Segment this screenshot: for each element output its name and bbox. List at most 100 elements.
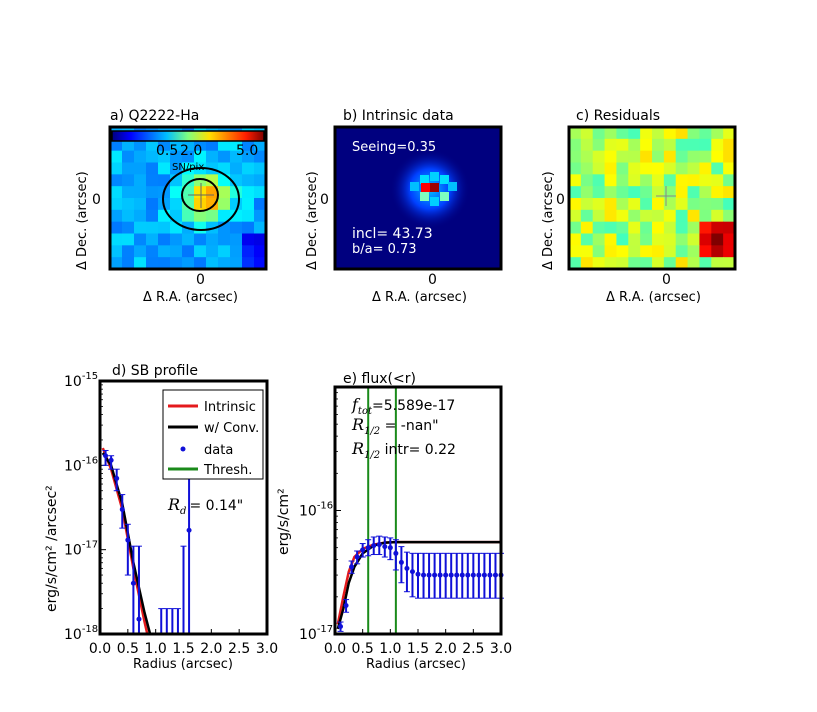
psf-pixel xyxy=(440,175,449,184)
pixel xyxy=(134,162,147,175)
data-point xyxy=(387,545,393,551)
pixel xyxy=(675,198,689,211)
pixel xyxy=(110,245,123,258)
pixel xyxy=(569,162,582,175)
data-point xyxy=(432,572,438,578)
pixel xyxy=(723,245,736,258)
panel-c-title: c) Residuals xyxy=(576,108,660,124)
pixel xyxy=(711,150,724,163)
pixel xyxy=(254,150,267,163)
pixel xyxy=(122,150,135,163)
pixel xyxy=(122,257,135,270)
panel-c-ylabel: Δ Dec. (arcsec) xyxy=(541,171,556,270)
pixel xyxy=(254,257,267,270)
pixel xyxy=(663,198,677,211)
pixel xyxy=(194,138,207,152)
pixel xyxy=(652,198,665,211)
data-point xyxy=(398,559,404,565)
rd-symbol: R xyxy=(167,495,180,514)
pixel xyxy=(675,150,689,163)
pixel xyxy=(170,186,183,199)
pixel xyxy=(699,209,712,223)
pixel xyxy=(158,221,171,234)
data-point xyxy=(338,624,344,630)
pixel xyxy=(604,127,617,140)
pixel xyxy=(110,150,123,163)
pixel xyxy=(569,174,582,187)
psf-pixel xyxy=(430,172,439,181)
data-point xyxy=(415,571,421,577)
pixel xyxy=(687,257,700,270)
pixel xyxy=(182,257,195,270)
pixel xyxy=(640,221,653,234)
pixel xyxy=(194,257,207,270)
pixel xyxy=(675,138,689,152)
pixel xyxy=(254,138,267,152)
pixel xyxy=(604,233,617,246)
pixel xyxy=(711,221,724,234)
pixel xyxy=(687,198,700,211)
pixel xyxy=(254,198,267,211)
pixel xyxy=(711,186,724,199)
data-point xyxy=(354,554,360,560)
psf-peak xyxy=(430,183,439,192)
data-point xyxy=(421,572,427,578)
data-point xyxy=(371,543,377,549)
pixel xyxy=(675,233,689,246)
pixel xyxy=(134,174,147,187)
ftot-sub: tot xyxy=(358,406,373,417)
pixel xyxy=(640,209,653,223)
pixel xyxy=(158,150,171,163)
pixel xyxy=(134,186,147,199)
pixel xyxy=(711,233,724,246)
colorbar-unit: SN/pix xyxy=(172,162,204,173)
pixel xyxy=(182,233,195,246)
data-point xyxy=(465,572,471,578)
y-tick-base: 10 xyxy=(299,504,317,520)
panel-c-ytick: 0 xyxy=(556,192,565,208)
data-point xyxy=(426,572,432,578)
rhalf-intr-annotation: R1/2 intr= 0.22 xyxy=(351,439,456,461)
pixel xyxy=(699,186,712,199)
pixel xyxy=(723,162,736,175)
panel-e-marks xyxy=(336,387,504,634)
pixel xyxy=(230,233,243,246)
pixel xyxy=(134,138,147,152)
panel-e-ylabel-text: erg/s/cm² xyxy=(276,488,292,555)
data-point xyxy=(130,580,136,586)
pixel xyxy=(711,174,724,187)
pixel xyxy=(569,150,582,163)
pixel xyxy=(687,150,700,163)
data-point xyxy=(470,572,476,578)
pixel xyxy=(254,162,267,175)
y-tick-base: 10 xyxy=(64,374,82,390)
panel-b-ylabel: Δ Dec. (arcsec) xyxy=(305,171,320,270)
pixel xyxy=(170,209,183,223)
pixel xyxy=(254,174,267,187)
panel-a-ytick: 0 xyxy=(92,192,101,208)
x-tick-label: 3.0 xyxy=(256,641,278,657)
incl-label: incl= 43.73 xyxy=(352,226,433,242)
panel-d-ylabel-text: erg/s/cm² /arcsec² xyxy=(44,485,60,612)
pixel xyxy=(580,257,594,270)
rhalf-intr-sub: 1/2 xyxy=(364,450,380,461)
x-tick-label: 2.5 xyxy=(228,641,250,657)
panel-d: d) SB profile 0.0 0.5 1.0 1.5 2.0 2.5 3.010-18… xyxy=(44,363,278,672)
pixel xyxy=(711,138,724,152)
pixel xyxy=(206,209,219,223)
legend-label-intrinsic: Intrinsic xyxy=(204,400,256,415)
y-tick-exponent: -15 xyxy=(82,371,98,382)
pixel xyxy=(580,150,594,163)
data-point xyxy=(186,527,192,533)
pixel xyxy=(110,233,123,246)
ftot-annotation: ftot=5.589e-17 xyxy=(351,395,455,417)
x-tick-label: 1.5 xyxy=(407,641,429,657)
data-point xyxy=(404,565,410,571)
colorbar-scale xyxy=(111,130,265,142)
pixel xyxy=(194,221,207,234)
data-point xyxy=(492,572,498,578)
pixel xyxy=(699,138,712,152)
pixel xyxy=(170,138,183,152)
rhalf-value: = -nan" xyxy=(380,418,438,434)
